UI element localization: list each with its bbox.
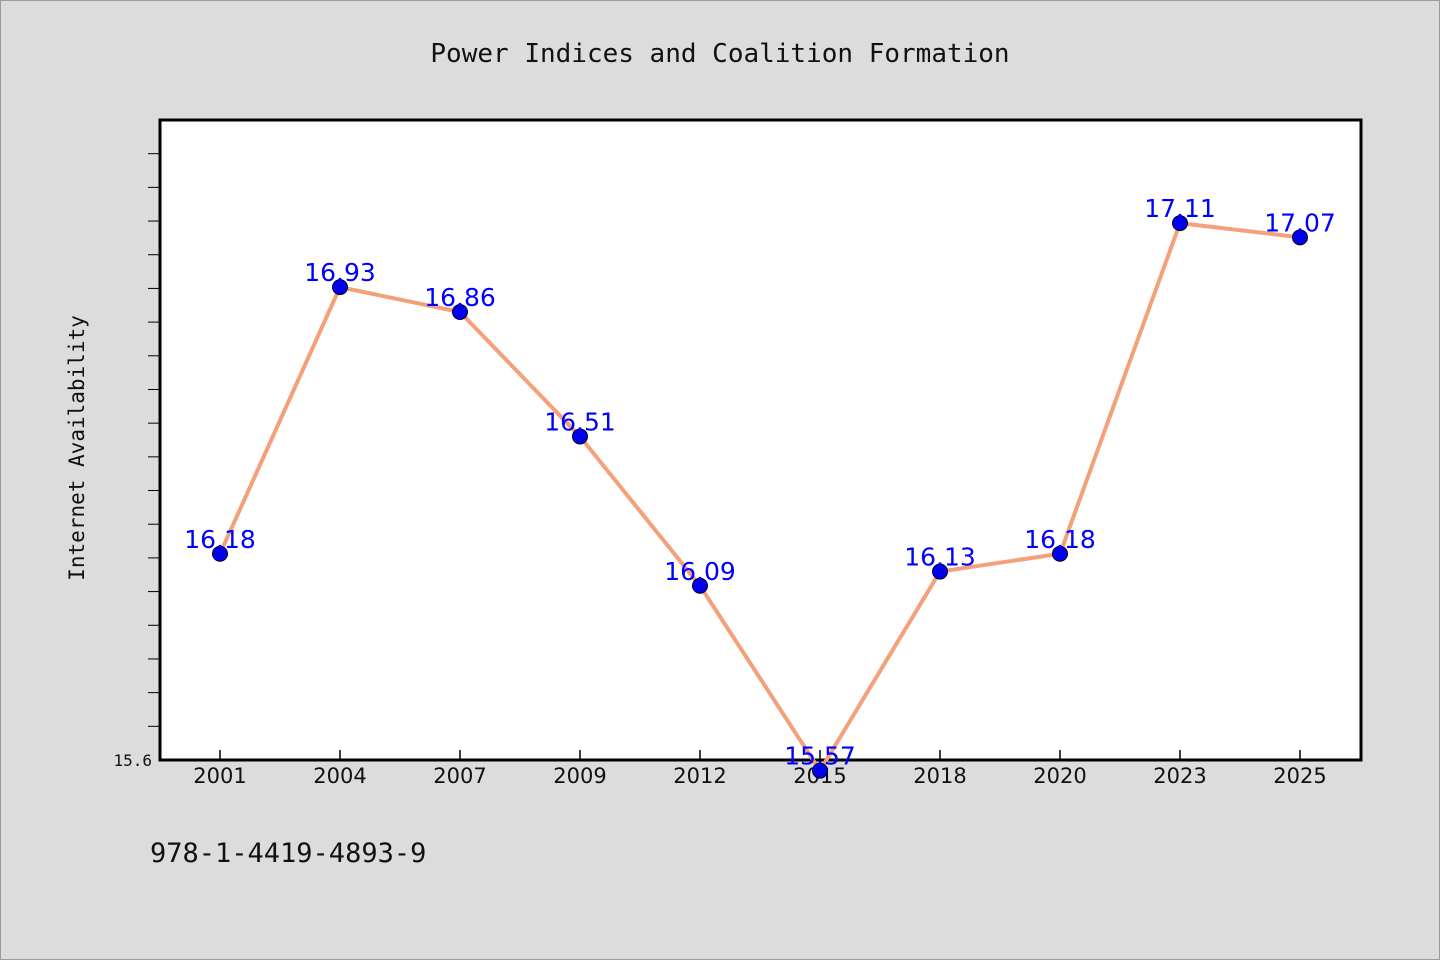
data-label: 16.13 [904,543,976,572]
x-tick-label: 2004 [313,764,366,788]
data-point [452,304,468,320]
x-tick-label: 2012 [673,764,726,788]
x-tick-label: 2025 [1273,764,1326,788]
data-label: 16.09 [664,557,736,586]
data-point [932,563,948,580]
data-point [692,577,708,594]
series-layer [212,215,1308,779]
x-tick-label: 2020 [1033,764,1086,788]
x-tick-label: 2001 [193,764,246,788]
data-label: 15.57 [784,742,856,771]
x-tick-label: 2018 [913,764,966,788]
chart-title: Power Indices and Coalition Formation [430,39,1009,69]
axis-ticks: 15.6200120042007200920122015201820202023… [113,153,1327,788]
data-label: 16.86 [424,283,496,312]
x-tick-label: 2007 [433,764,486,788]
data-label: 16.18 [184,525,256,554]
data-label: 16.93 [304,258,376,287]
data-label: 17.11 [1144,194,1216,223]
data-point [332,279,348,296]
data-label: 16.18 [1024,525,1096,554]
data-point [1292,229,1308,246]
series-line [218,221,1302,773]
y-tick-label: 15.6 [113,751,152,770]
data-point [212,545,228,562]
plot-area [158,118,1363,762]
data-label: 16.51 [544,407,616,436]
data-point [1052,545,1068,562]
x-tick-label: 2009 [553,764,606,788]
y-axis-label: Internet Availability [65,315,89,581]
caption-isbn: 978-1-4419-4893-9 [150,838,426,869]
data-point [812,762,828,779]
data-point [1172,215,1188,232]
data-labels: 16.18 16.93 16.86 16.51 16.09 15.57 16.13 16.18… [184,194,1336,771]
data-label: 17.07 [1264,208,1336,237]
data-point [572,428,588,445]
x-tick-label: 2023 [1153,764,1206,788]
